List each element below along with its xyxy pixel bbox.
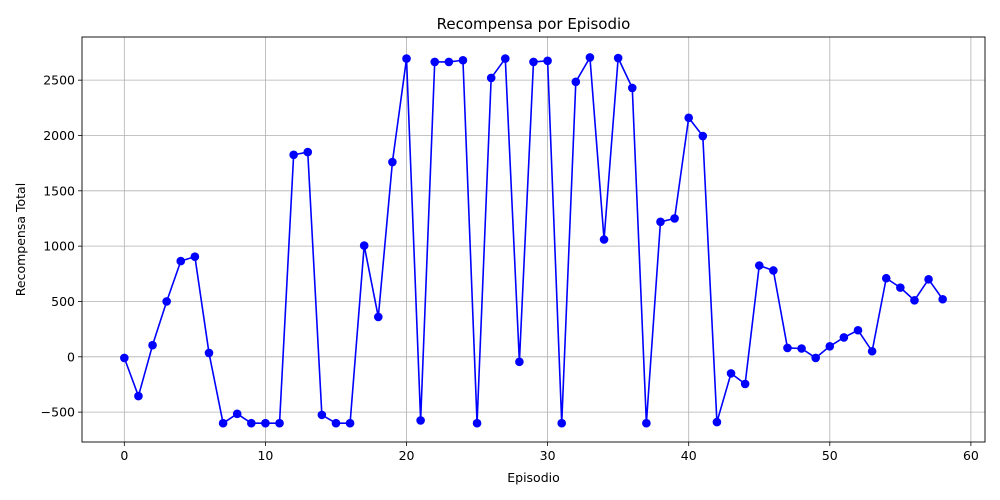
data-point [232, 409, 242, 419]
data-point [134, 391, 143, 401]
data-point [162, 297, 171, 306]
data-point [120, 353, 129, 363]
data-point [373, 312, 383, 322]
x-tick-label: 0 [120, 448, 128, 463]
data-point [670, 214, 679, 223]
data-point [190, 252, 200, 261]
data-point [881, 273, 891, 283]
grid-lines [82, 37, 985, 442]
data-point [388, 157, 397, 167]
data-point [500, 54, 510, 63]
data-point [769, 266, 778, 275]
y-tick-label: −500 [41, 405, 75, 420]
x-tick-label: 50 [822, 448, 838, 463]
data-point [599, 235, 609, 244]
plot-frame [81, 36, 986, 443]
x-tick-label: 40 [681, 448, 697, 463]
data-point [571, 77, 581, 87]
y-tick-label: 1000 [43, 239, 75, 254]
data-point [331, 418, 341, 428]
y-tick-label: 2000 [43, 128, 75, 143]
data-point [529, 57, 538, 67]
x-tick-label: 10 [257, 448, 273, 463]
y-tick-label: 1500 [43, 183, 75, 198]
data-point [345, 418, 355, 428]
data-point [289, 150, 298, 160]
data-point [811, 353, 820, 363]
data-point [204, 348, 214, 358]
data-point [218, 418, 228, 428]
data-point [627, 83, 637, 93]
data-point [910, 296, 919, 305]
data-point [303, 147, 313, 157]
data-point [712, 417, 722, 427]
data-point [613, 53, 623, 63]
data-point [825, 341, 835, 351]
data-point [359, 241, 369, 250]
y-axis-label: Recompensa Total [13, 183, 28, 296]
data-point [839, 333, 849, 342]
data-point [684, 113, 694, 123]
data-point [557, 418, 567, 428]
data-point [430, 57, 440, 67]
x-tick-label: 30 [540, 448, 556, 463]
data-point [853, 325, 863, 335]
data-point [444, 57, 454, 67]
data-point [896, 283, 905, 292]
x-tick-label: 60 [963, 448, 979, 463]
data-point [698, 131, 708, 141]
y-tick-label: 2500 [43, 73, 75, 88]
data-point [642, 418, 651, 428]
data-point [740, 379, 750, 389]
data-point [515, 357, 524, 367]
data-point [261, 418, 270, 428]
data-point [472, 418, 482, 428]
x-axis-label: Episodio [507, 470, 560, 485]
data-point [797, 344, 806, 353]
data-point [402, 54, 411, 63]
data-point [585, 53, 595, 62]
data-point [176, 256, 186, 266]
y-tick-label: 0 [67, 349, 75, 364]
data-point [938, 294, 947, 304]
data-point [924, 275, 933, 284]
data-point [783, 343, 792, 353]
data-point [148, 340, 157, 350]
data-point [726, 369, 736, 378]
data-point [754, 261, 764, 270]
chart-title: Recompensa por Episodio [437, 15, 631, 33]
data-point [867, 346, 877, 356]
x-tick-label: 20 [399, 448, 415, 463]
x-axis-ticks: 0 10 20 30 40 50 60 [120, 442, 979, 463]
data-point [486, 73, 496, 83]
data-point [416, 416, 425, 425]
data-series [120, 53, 947, 428]
data-point [458, 55, 468, 65]
data-point [656, 217, 665, 227]
data-point [247, 418, 256, 428]
data-point [275, 418, 284, 428]
data-point [317, 410, 327, 420]
y-tick-label: 500 [51, 294, 75, 309]
data-point [543, 56, 552, 66]
y-axis-ticks: −500 0 500 1000 1500 2000 2500 [41, 73, 82, 420]
